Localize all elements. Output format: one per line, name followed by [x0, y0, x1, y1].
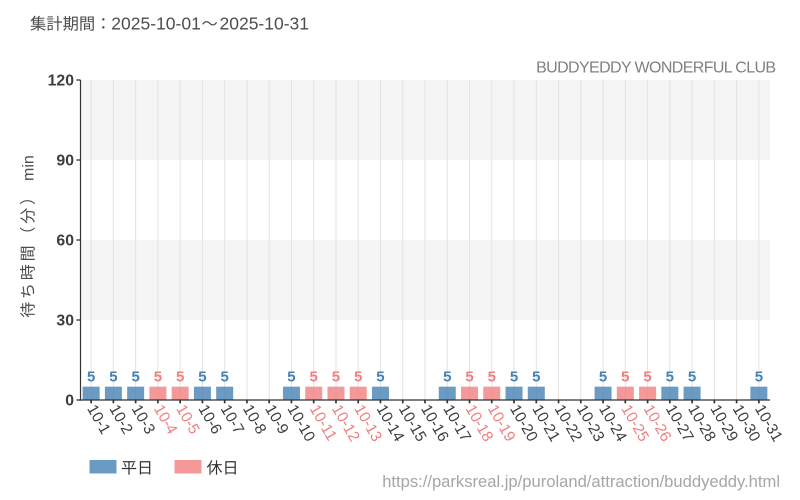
svg-text:2025-10-01: 2025-10-01: [111, 14, 201, 34]
svg-text:5: 5: [87, 368, 95, 385]
svg-text:5: 5: [332, 368, 340, 385]
svg-text:90: 90: [56, 153, 74, 170]
svg-text:5: 5: [109, 368, 117, 385]
svg-text:min: min: [21, 155, 38, 181]
svg-text:5: 5: [621, 368, 629, 385]
svg-text:5: 5: [755, 368, 763, 385]
svg-text:5: 5: [666, 368, 674, 385]
svg-text:0: 0: [65, 393, 74, 410]
svg-text:5: 5: [376, 368, 384, 385]
svg-text:2025-10-31: 2025-10-31: [220, 14, 310, 34]
svg-text:60: 60: [56, 233, 74, 250]
svg-text:5: 5: [599, 368, 607, 385]
svg-text:5: 5: [176, 368, 184, 385]
svg-text:5: 5: [131, 368, 139, 385]
svg-text:5: 5: [465, 368, 473, 385]
svg-text:5: 5: [643, 368, 651, 385]
svg-text:5: 5: [688, 368, 696, 385]
svg-text:5: 5: [488, 368, 496, 385]
svg-text:5: 5: [532, 368, 540, 385]
svg-text:5: 5: [154, 368, 162, 385]
svg-text:5: 5: [510, 368, 518, 385]
svg-text:BUDDYEDDY WONDERFUL CLUB: BUDDYEDDY WONDERFUL CLUB: [536, 60, 775, 77]
svg-text:5: 5: [221, 368, 229, 385]
svg-text:30: 30: [56, 313, 74, 330]
svg-text:5: 5: [287, 368, 295, 385]
svg-text:https://parksreal.jp/puroland/: https://parksreal.jp/puroland/attraction…: [382, 472, 780, 491]
svg-text:5: 5: [354, 368, 362, 385]
svg-text:5: 5: [443, 368, 451, 385]
svg-text:120: 120: [48, 73, 75, 90]
svg-text:5: 5: [310, 368, 318, 385]
svg-text:5: 5: [198, 368, 206, 385]
